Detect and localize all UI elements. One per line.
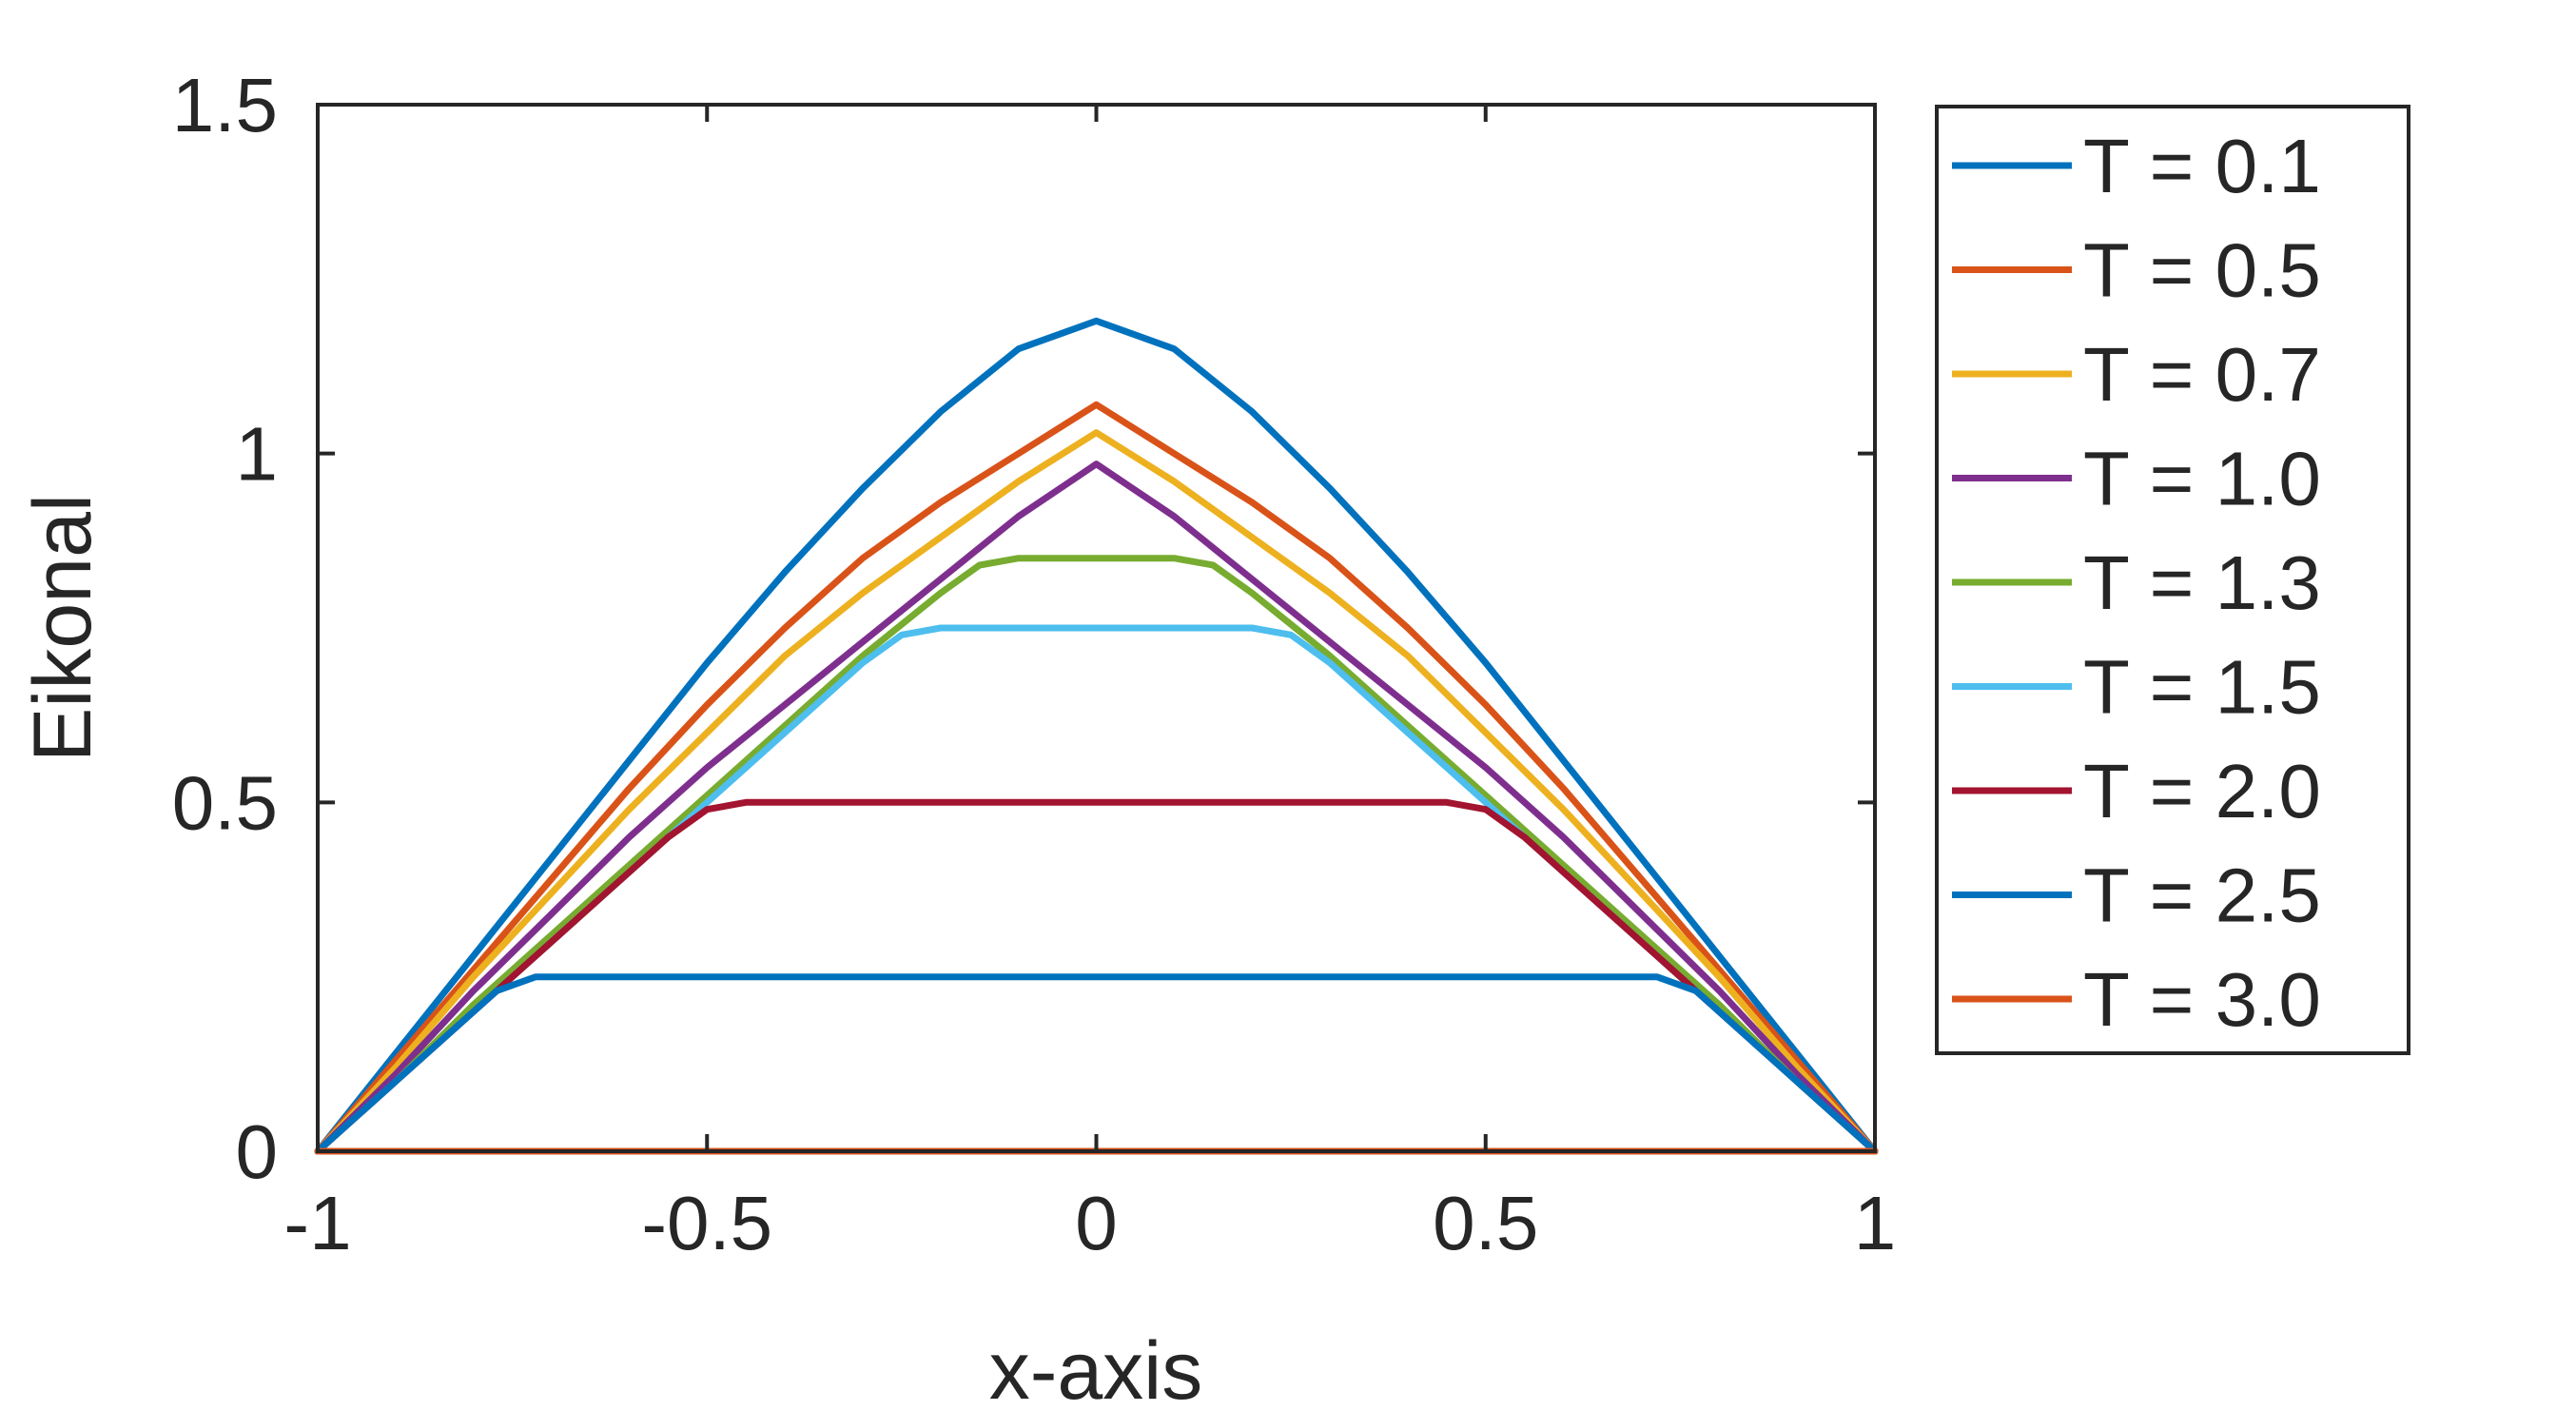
- tick-labels: -1 -0.5 0 0.5 1 0 0.5 1 1.5: [172, 63, 1896, 1265]
- y-tick-label: 0: [236, 1109, 279, 1194]
- x-tick-label: -1: [283, 1181, 351, 1265]
- y-tick-label: 1.5: [172, 63, 278, 147]
- legend-entry-3: T = 0.7: [2083, 332, 2321, 417]
- legend-entry-2: T = 0.5: [2083, 228, 2321, 313]
- legend-entry-6: T = 1.5: [2083, 645, 2321, 730]
- x-tick-label: -0.5: [641, 1181, 772, 1265]
- y-tick-label: 0.5: [172, 760, 278, 845]
- x-tick-label: 0: [1075, 1181, 1118, 1265]
- x-tick-label: 1: [1854, 1181, 1897, 1265]
- legend-entry-8: T = 2.5: [2083, 853, 2321, 938]
- legend-entry-7: T = 2.0: [2083, 749, 2321, 833]
- series-line-4: [314, 461, 1879, 1155]
- legend-entry-1: T = 0.1: [2083, 124, 2321, 208]
- series-line-2: [314, 401, 1879, 1155]
- axis-ticks: [316, 103, 1877, 1153]
- legend-entry-9: T = 3.0: [2083, 957, 2321, 1042]
- legend-entry-4: T = 1.0: [2083, 437, 2321, 521]
- legend-entry-5: T = 1.3: [2083, 540, 2321, 625]
- series-line-1: [314, 317, 1879, 1155]
- y-tick-label: 1: [236, 412, 279, 497]
- y-axis-label: Eikonal: [17, 494, 108, 762]
- series-line-8: [314, 973, 1879, 1155]
- x-axis-label: x-axis: [989, 1325, 1203, 1411]
- series-line-5: [314, 555, 1879, 1155]
- legend: T = 0.1 T = 0.5 T = 0.7 T = 1.0 T = 1.3 T = 1…: [1935, 105, 2410, 1055]
- series-line-7: [314, 798, 1879, 1155]
- series-line-3: [314, 429, 1879, 1155]
- x-tick-label: 0.5: [1433, 1181, 1538, 1265]
